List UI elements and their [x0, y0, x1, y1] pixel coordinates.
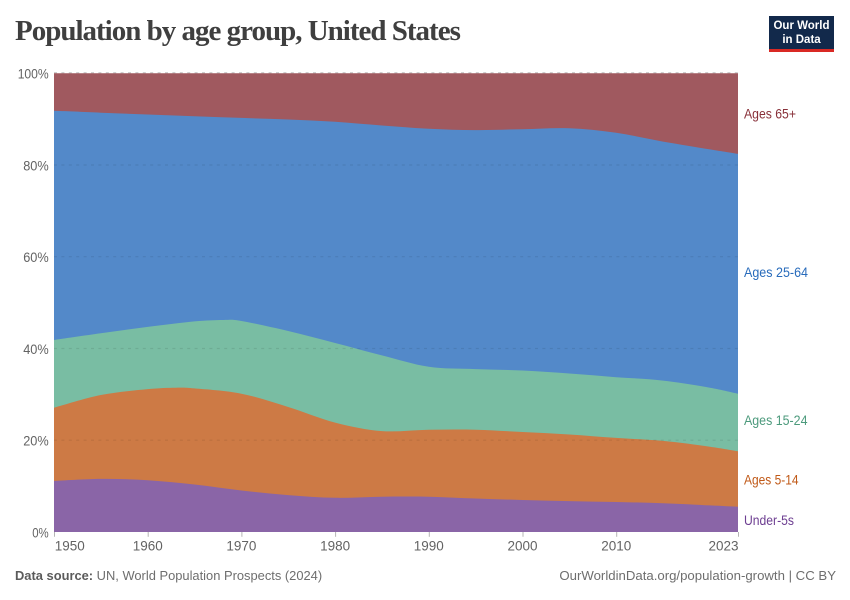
svg-text:Under-5s: Under-5s	[744, 513, 794, 528]
svg-text:2023: 2023	[709, 538, 739, 554]
svg-text:80%: 80%	[23, 158, 49, 174]
svg-text:Ages 25-64: Ages 25-64	[744, 265, 808, 280]
svg-text:1990: 1990	[414, 538, 444, 554]
svg-text:Ages 65+: Ages 65+	[744, 107, 796, 122]
svg-text:1950: 1950	[55, 538, 85, 554]
svg-text:0%: 0%	[32, 525, 49, 541]
svg-text:Ages 5-14: Ages 5-14	[744, 473, 799, 488]
svg-text:100%: 100%	[18, 67, 49, 83]
svg-text:60%: 60%	[23, 250, 49, 266]
svg-text:1980: 1980	[320, 538, 350, 554]
svg-text:1960: 1960	[133, 538, 163, 554]
svg-text:20%: 20%	[23, 434, 49, 450]
svg-text:Ages 15-24: Ages 15-24	[744, 413, 808, 428]
svg-text:2000: 2000	[508, 538, 538, 554]
svg-text:1970: 1970	[226, 538, 256, 554]
svg-text:40%: 40%	[23, 342, 49, 358]
svg-text:2010: 2010	[601, 538, 631, 554]
